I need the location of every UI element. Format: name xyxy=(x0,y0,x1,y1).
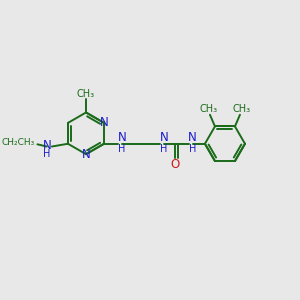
Text: H: H xyxy=(160,144,168,154)
Text: N: N xyxy=(43,139,51,152)
Text: H: H xyxy=(189,144,196,154)
Text: CH₃: CH₃ xyxy=(232,104,250,114)
Text: N: N xyxy=(188,131,197,144)
Text: CH₂CH₃: CH₂CH₃ xyxy=(2,138,34,147)
Text: N: N xyxy=(160,131,169,144)
Text: N: N xyxy=(82,148,90,161)
Text: N: N xyxy=(100,116,108,129)
Text: H: H xyxy=(118,144,125,154)
Text: N: N xyxy=(118,131,126,144)
Text: CH₃: CH₃ xyxy=(77,88,95,99)
Text: H: H xyxy=(43,149,50,159)
Text: O: O xyxy=(171,158,180,171)
Text: CH₃: CH₃ xyxy=(200,104,218,114)
